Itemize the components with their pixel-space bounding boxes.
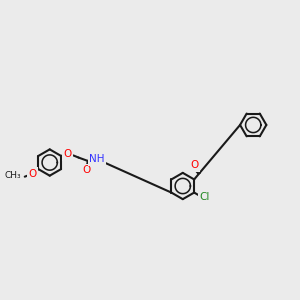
Text: CH₃: CH₃ xyxy=(4,171,21,180)
Text: O: O xyxy=(29,169,37,179)
Text: NH: NH xyxy=(89,154,105,164)
Text: O: O xyxy=(190,160,198,170)
Text: Cl: Cl xyxy=(200,192,210,202)
Text: O: O xyxy=(82,165,90,176)
Text: O: O xyxy=(64,149,72,159)
